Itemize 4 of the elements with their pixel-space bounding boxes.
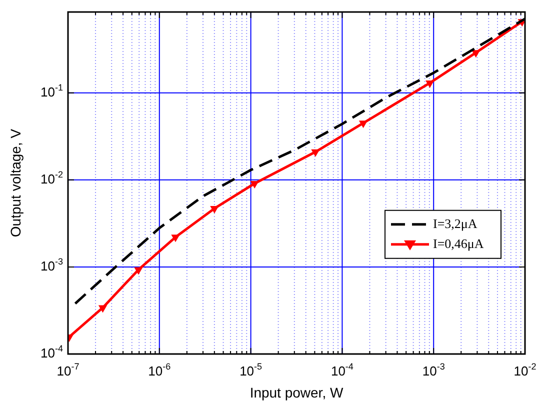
x-axis-title: Input power, W: [250, 384, 344, 400]
legend-label: I=3,2μA: [433, 216, 478, 231]
legend-label: I=0,46μA: [433, 236, 484, 251]
y-axis-title: Output voltage, V: [7, 128, 24, 238]
